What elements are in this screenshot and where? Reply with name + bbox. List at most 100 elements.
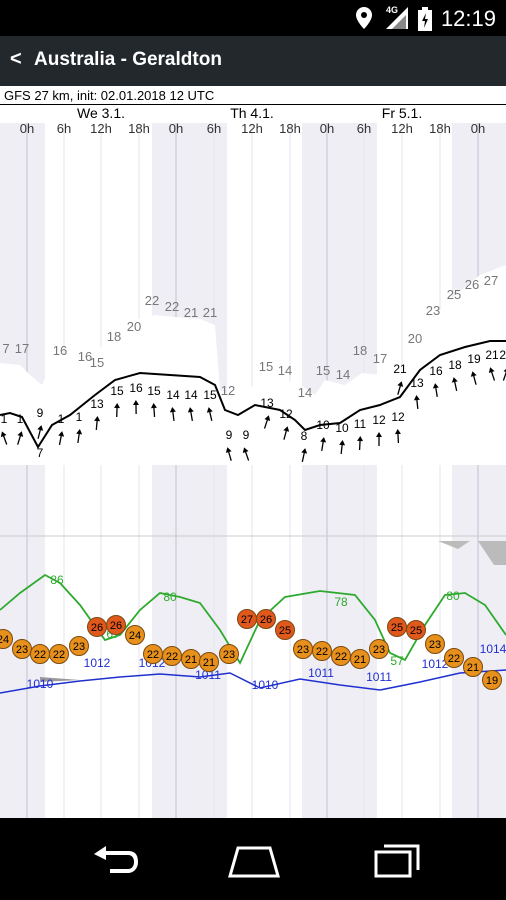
wind-arrow-icon xyxy=(94,416,101,431)
wind-arrow-icon xyxy=(0,431,8,445)
temp-curve xyxy=(0,340,506,449)
hour-label: 0h xyxy=(169,121,183,136)
temp-marker xyxy=(369,639,389,659)
temp-label: 14 xyxy=(298,385,312,400)
wind-speed-label: 9 xyxy=(243,428,250,442)
pressure-label: 1010 xyxy=(27,677,54,691)
temp-marker xyxy=(275,620,295,640)
wind-arrow-icon xyxy=(376,432,382,446)
temperature-area xyxy=(0,265,506,465)
temp-marker xyxy=(425,634,445,654)
humidity-label: 78 xyxy=(334,595,348,609)
temp-marker-label: 26 xyxy=(260,614,272,626)
precip-shape xyxy=(478,541,506,565)
back-nav-icon[interactable] xyxy=(84,840,144,880)
temp-marker xyxy=(219,644,239,664)
temp-marker-label: 22 xyxy=(166,651,178,663)
wind-arrow-icon xyxy=(150,403,157,418)
temp-label: 15 xyxy=(259,359,273,374)
wind-speed-label: 13 xyxy=(410,376,424,390)
forecast-chart[interactable]: We 3.1. Th 4.1. Fr 5.1. 0h 6h 12h 18h 0h 6h 12h 1… xyxy=(0,105,506,818)
wind-arrow-icon xyxy=(413,395,420,410)
pressure-line xyxy=(0,669,506,694)
temp-marker-label: 22 xyxy=(448,653,460,665)
day-labels: We 3.1. Th 4.1. Fr 5.1. xyxy=(77,105,422,121)
battery-icon xyxy=(418,7,432,31)
wind-speed-label: 11 xyxy=(354,417,367,431)
temp-marker xyxy=(106,615,126,635)
temp-marker xyxy=(125,625,145,645)
temp-label: 15 xyxy=(90,355,104,370)
temp-marker xyxy=(463,657,483,677)
wind-arrow-icon xyxy=(397,381,404,395)
temp-marker-label: 23 xyxy=(297,644,309,656)
temp-marker-label: 24 xyxy=(129,630,141,642)
day-label-0: We 3.1. xyxy=(77,105,125,121)
wind-speed-label: 8 xyxy=(301,429,308,443)
wind-speed-label: 12 xyxy=(372,413,386,427)
temp-marker-label: 27 xyxy=(241,614,253,626)
night-bands xyxy=(0,123,506,818)
hour-label: 6h xyxy=(57,121,71,136)
wind-arrow-icon xyxy=(76,429,83,444)
humidity-label: 86 xyxy=(50,573,64,587)
min-temp-label: 7 xyxy=(37,446,44,460)
wind-speed-label: 1 xyxy=(76,410,83,424)
wind-arrow-icon xyxy=(187,407,194,421)
hour-label: 12h xyxy=(241,121,263,136)
model-info: GFS 27 km, init: 02.01.2018 12 UTC xyxy=(4,88,215,103)
signal-icon xyxy=(386,7,408,29)
wind-arrow-icon xyxy=(283,426,290,440)
temp-marker-label: 26 xyxy=(110,620,122,632)
temp-label: 18 xyxy=(353,343,367,358)
hour-label: 18h xyxy=(429,121,451,136)
wind-speed-label: 15 xyxy=(147,384,161,398)
wind-speed-label: 1 xyxy=(1,412,8,426)
temp-marker-label: 22 xyxy=(147,649,159,661)
day-label-2: Fr 5.1. xyxy=(382,105,422,121)
temp-fill xyxy=(0,265,506,465)
divider xyxy=(0,104,506,105)
temp-marker-label: 25 xyxy=(391,622,403,634)
wind-arrow-icon xyxy=(470,371,477,385)
temp-marker-label: 26 xyxy=(91,622,103,634)
temp-label: 18 xyxy=(107,329,121,344)
temp-label: 14 xyxy=(278,363,292,378)
recent-apps-icon[interactable] xyxy=(366,840,426,880)
temp-marker-label: 24 xyxy=(0,634,9,646)
wind-arrow-icon xyxy=(58,431,65,445)
wind-speed-label: 12 xyxy=(279,407,293,421)
temp-marker xyxy=(482,670,502,690)
wind-speed-label: 10 xyxy=(335,421,349,435)
temp-label: 16 xyxy=(53,343,67,358)
wind-speed-label: 16 xyxy=(129,381,143,395)
pressure-label: 1011 xyxy=(366,670,392,684)
temp-label: 27 xyxy=(484,273,498,288)
temp-marker-label: 23 xyxy=(429,639,441,651)
humidity-label: 57 xyxy=(390,654,404,668)
temp-marker-label: 19 xyxy=(486,675,498,687)
lower-chart: 8667807857801010101210121011101010111011… xyxy=(0,541,506,694)
temp-label: 7 xyxy=(2,341,9,356)
temp-label: 22 xyxy=(145,293,159,308)
action-bar: < Australia - Geraldton xyxy=(0,36,506,88)
wind-arrow-icon xyxy=(263,415,271,429)
wind-arrow-icon xyxy=(488,367,496,381)
wind-arrow-icon xyxy=(320,437,327,452)
wind-arrow-icon xyxy=(451,377,458,391)
temp-marker-label: 25 xyxy=(410,625,422,637)
temp-label: 12 xyxy=(221,383,235,398)
forecast-content[interactable]: GFS 27 km, init: 02.01.2018 12 UTC We 3.… xyxy=(0,86,506,818)
wind-speed-label: 13 xyxy=(260,396,274,410)
hour-label: 0h xyxy=(471,121,485,136)
temp-label: 20 xyxy=(408,331,422,346)
back-button[interactable]: < xyxy=(10,48,22,70)
humidity-line xyxy=(0,573,506,665)
wind-speed-label: 15 xyxy=(110,384,124,398)
pressure-label: 1012 xyxy=(422,657,449,671)
temp-marker xyxy=(444,648,464,668)
precip-shape xyxy=(438,541,470,549)
home-nav-icon[interactable] xyxy=(224,840,284,880)
wind-arrow-icon xyxy=(502,367,506,381)
temp-marker-label: 21 xyxy=(203,657,215,669)
